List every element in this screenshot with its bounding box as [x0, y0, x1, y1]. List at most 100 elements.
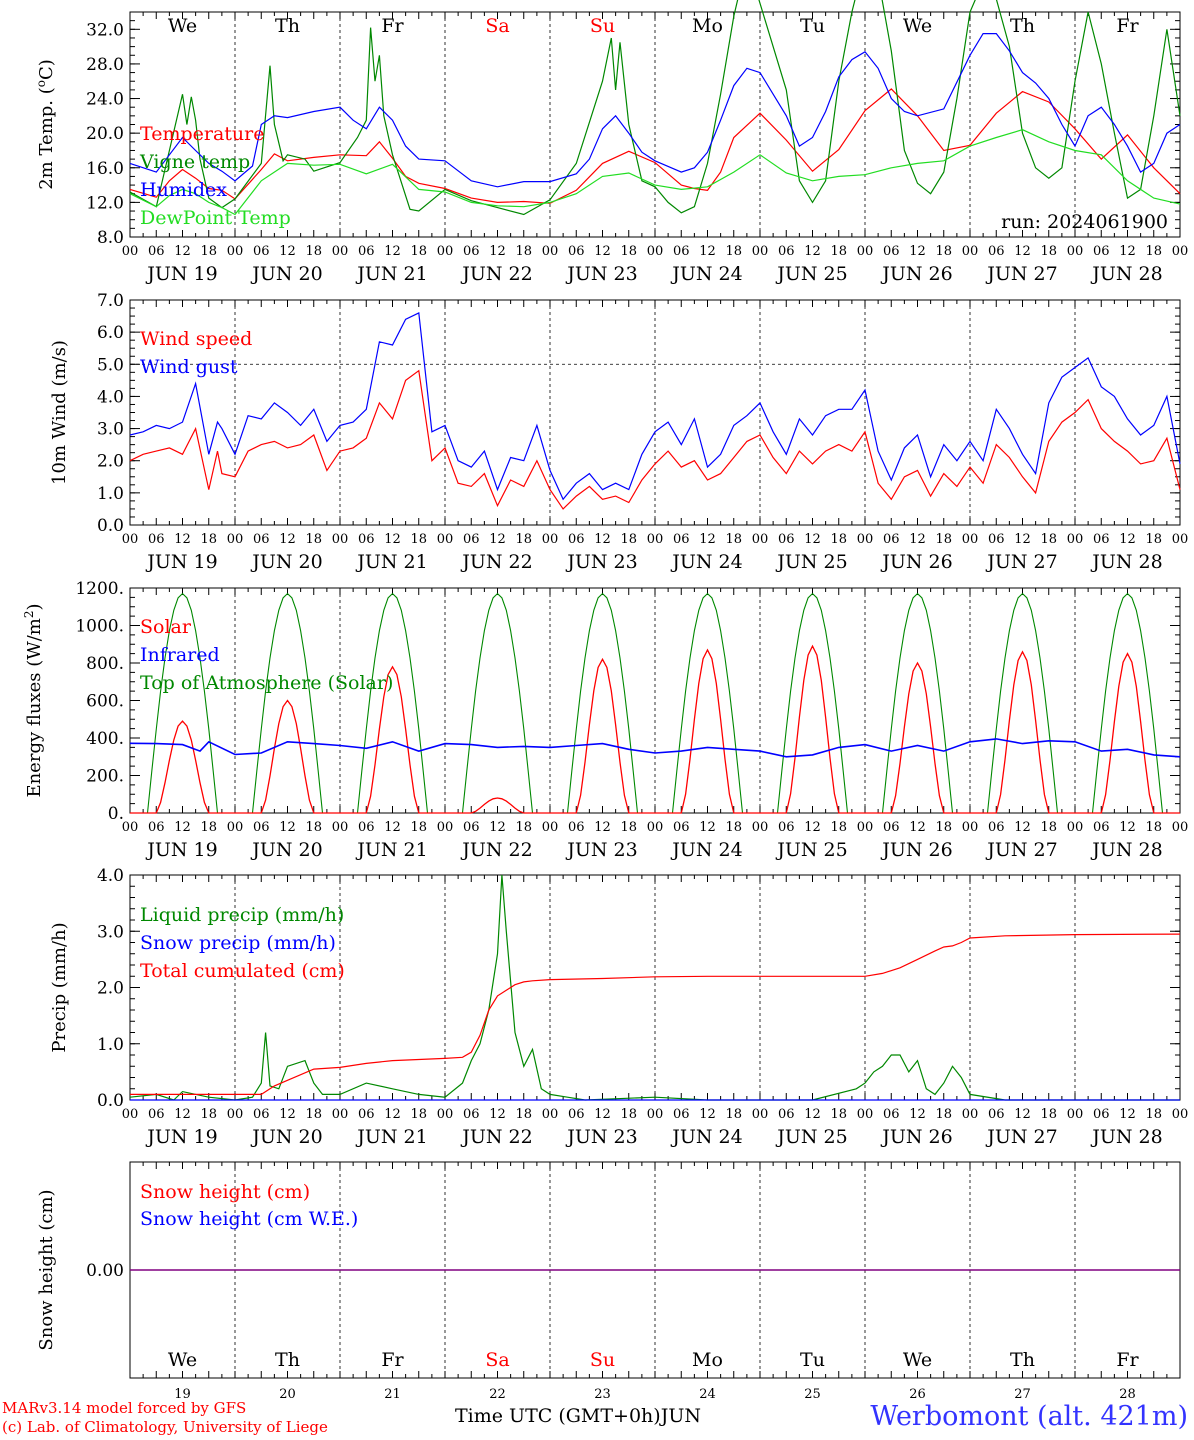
hour-tick-label: 00 [647, 820, 664, 835]
weekday-label: Su [590, 1349, 615, 1371]
hour-tick-label: 12 [1119, 1107, 1136, 1122]
hour-tick-label: 00 [227, 1107, 244, 1122]
hour-tick-label: 06 [883, 820, 900, 835]
hour-tick-label: 18 [410, 244, 427, 259]
date-label: JUN 26 [880, 1126, 952, 1148]
hour-tick-label: 18 [410, 1107, 427, 1122]
panel-frame [129, 11, 1181, 238]
day-number-label: 20 [279, 1387, 296, 1402]
hour-tick-label: 12 [489, 532, 506, 547]
hour-tick-label: 18 [1040, 820, 1057, 835]
hour-tick-label: 06 [1093, 532, 1110, 547]
hour-tick-label: 18 [305, 244, 322, 259]
hour-tick-label: 06 [358, 244, 375, 259]
weekday-label: Th [1010, 15, 1035, 37]
hour-tick-label: 06 [148, 244, 165, 259]
hour-tick-label: 00 [752, 532, 769, 547]
hour-tick-label: 00 [1172, 244, 1189, 259]
hour-tick-label: 06 [253, 244, 270, 259]
hour-tick-label: 06 [463, 532, 480, 547]
total-cumulated-cm-series-line [130, 933, 1181, 1096]
hour-tick-label: 18 [200, 244, 217, 259]
hour-tick-label: 06 [358, 1107, 375, 1122]
weekday-label: Sa [485, 15, 509, 37]
hour-tick-label: 18 [1145, 532, 1162, 547]
date-label: JUN 24 [670, 263, 742, 285]
panel-wind: 0.0 1.0 2.0 3.0 4.0 5.0 6.0 7.0 10m Wind (m/s) 00… [49, 291, 1188, 573]
hour-tick-label: 00 [437, 532, 454, 547]
weekday-label: Th [1010, 1349, 1035, 1371]
hour-tick-label: 00 [1067, 532, 1084, 547]
hour-tick-label: 06 [673, 1107, 690, 1122]
hour-tick-label: 06 [988, 244, 1005, 259]
hour-tick-label: 06 [883, 244, 900, 259]
y-tick-label: 7.0 [97, 291, 124, 311]
day-number-label: 22 [489, 1387, 506, 1402]
hour-tick-label: 12 [279, 532, 296, 547]
legend-snow-precip-mm-h: Snow precip (mm/h) [140, 932, 336, 954]
hour-tick-label: 00 [1067, 1107, 1084, 1122]
y-tick-label: 0.0 [97, 1091, 124, 1111]
hour-tick-label: 06 [568, 532, 585, 547]
y-axis-label: Snow height (cm) [36, 1189, 57, 1350]
hour-tick-label: 00 [962, 532, 979, 547]
weekday-label: Fr [381, 1349, 404, 1371]
date-label: JUN 23 [565, 839, 637, 861]
hour-tick-label: 12 [804, 244, 821, 259]
y-axis-label: Precip (mm/h) [49, 922, 70, 1052]
hour-tick-label: 06 [253, 820, 270, 835]
date-label: JUN 27 [985, 839, 1057, 861]
hour-tick-label: 18 [1145, 820, 1162, 835]
y-axis-label: 2m Temp. (oC) [34, 59, 57, 190]
hour-tick-label: 06 [568, 244, 585, 259]
hour-tick-label: 18 [725, 532, 742, 547]
hour-tick-label: 00 [437, 244, 454, 259]
date-label: JUN 27 [985, 263, 1057, 285]
y-tick-label: 24.0 [86, 90, 124, 110]
date-label: JUN 20 [250, 551, 322, 573]
model-line: MARv3.14 model forced by GFS [2, 1399, 247, 1417]
legend-liquid-precip-mm-h: Liquid precip (mm/h) [140, 904, 344, 926]
hour-tick-label: 00 [332, 1107, 349, 1122]
day-number-label: 24 [699, 1387, 716, 1402]
y-tick-label: 200. [86, 767, 124, 787]
y-tick-label: 32.0 [86, 20, 124, 40]
legend-vigne-temp: Vigne temp [139, 151, 250, 173]
hour-tick-label: 00 [332, 244, 349, 259]
hour-tick-label: 06 [1093, 820, 1110, 835]
hour-tick-label: 12 [594, 532, 611, 547]
y-tick-label: 16.0 [86, 159, 124, 179]
hour-tick-label: 18 [830, 1107, 847, 1122]
legend-total-cumulated-cm: Total cumulated (cm) [140, 960, 345, 982]
legend-wind-speed: Wind speed [140, 328, 252, 350]
legend-infrared: Infrared [140, 644, 220, 666]
vigne-temp-series-line [129, 0, 1181, 216]
day-number-label: 28 [1119, 1387, 1136, 1402]
y-tick-label: 0.0 [97, 516, 124, 536]
time-caption-text: Time UTC (GMT+0h) [455, 1405, 661, 1427]
date-label: JUN 24 [670, 551, 742, 573]
hour-tick-label: 18 [1040, 244, 1057, 259]
weekday-label: Th [275, 1349, 300, 1371]
date-label: JUN 21 [355, 1126, 427, 1148]
legend-top-of-atmosphere-solar: Top of Atmosphere (Solar) [140, 672, 393, 694]
date-label: JUN 19 [145, 263, 217, 285]
hour-tick-label: 18 [200, 820, 217, 835]
hour-tick-label: 18 [725, 1107, 742, 1122]
panel-temperature: 8.0 12.0 16.0 20.0 24.0 28.0 32.0 2m Temp. (oC)… [34, 0, 1188, 285]
y-tick-label: 800. [86, 654, 124, 674]
y-tick-label: 1.0 [97, 1035, 124, 1055]
hour-tick-label: 12 [804, 820, 821, 835]
hour-tick-label: 18 [410, 820, 427, 835]
hour-tick-label: 18 [620, 244, 637, 259]
wind-gust-series-line [129, 311, 1181, 501]
credit-line: (c) Lab. of Climatology, University of L… [2, 1418, 328, 1436]
weekday-label: Sa [485, 1349, 509, 1371]
hour-tick-label: 12 [1014, 1107, 1031, 1122]
hour-tick-label: 12 [279, 1107, 296, 1122]
hour-tick-label: 12 [489, 244, 506, 259]
hour-tick-label: 06 [988, 1107, 1005, 1122]
hour-tick-label: 18 [200, 532, 217, 547]
hour-tick-label: 06 [463, 820, 480, 835]
